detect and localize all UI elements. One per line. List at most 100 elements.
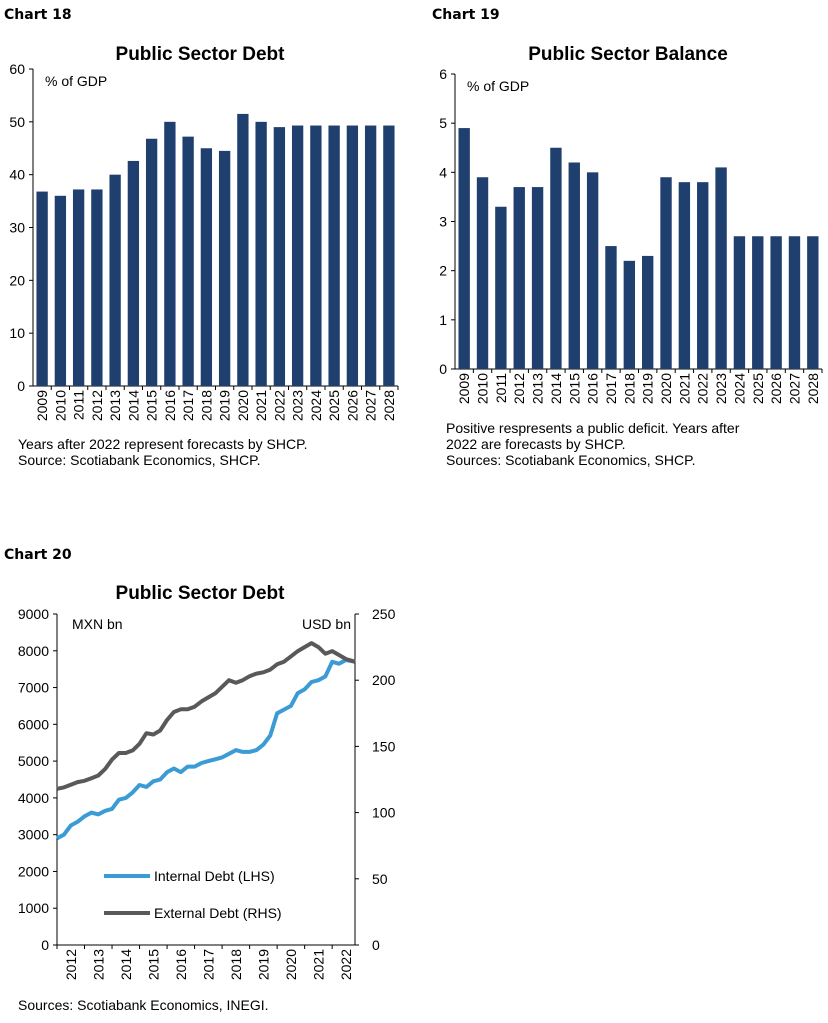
chart19-x-tick-label: 2012 xyxy=(511,373,527,404)
chart20-y-tick-label-right: 50 xyxy=(372,871,388,887)
chart18-x-tick-label: 2017 xyxy=(180,390,196,421)
chart18-y-tick-label: 20 xyxy=(9,272,25,288)
chart18-bar xyxy=(54,195,67,386)
chart19-bar xyxy=(660,177,672,369)
chart19-y-tick-label: 0 xyxy=(439,361,447,377)
chart19-bar xyxy=(568,162,580,369)
chart19-bar xyxy=(458,128,470,369)
chart19-x-tick-label: 2011 xyxy=(493,373,509,403)
chart19-title: Public Sector Balance xyxy=(528,44,728,65)
chart19-bar xyxy=(550,147,562,369)
chart19-x-tick-label: 2018 xyxy=(621,373,637,404)
chart20-ylabel-right: USD bn xyxy=(302,616,351,632)
chart19-x-tick-label: 2021 xyxy=(676,373,692,404)
chart18-x-tick-label: 2026 xyxy=(344,390,360,421)
chart19-x-tick-label: 2017 xyxy=(603,373,619,404)
chart18-bar xyxy=(328,125,340,386)
chart19-bar xyxy=(476,177,489,369)
chart19-bar xyxy=(605,246,617,369)
chart20-y-tick-label-left: 8000 xyxy=(18,643,49,659)
chart20-x-tick-label: 2017 xyxy=(200,949,216,980)
chart18-y-tick-label: 0 xyxy=(17,378,25,394)
chart18-x-tick-label: 2023 xyxy=(290,390,306,421)
chart19-x-tick-label: 2025 xyxy=(750,373,766,404)
chart20-x-tick-label: 2022 xyxy=(338,949,354,980)
chart20-y-tick-label-left: 2000 xyxy=(18,863,49,879)
chart19-x-tick-label: 2016 xyxy=(585,373,601,404)
chart19-x-tick-label: 2023 xyxy=(713,373,729,404)
chart19-bar xyxy=(678,182,691,369)
chart19-x-tick-label: 2010 xyxy=(475,373,491,404)
chart19-bar xyxy=(733,236,746,369)
chart20-x-tick-label: 2019 xyxy=(255,949,271,980)
chart20-y-tick-label-right: 200 xyxy=(372,672,396,688)
chart18-bar xyxy=(91,189,103,386)
chart20-y-tick-label-left: 9000 xyxy=(18,606,49,622)
chart-20-label: Chart 20 xyxy=(4,547,72,563)
chart18-x-tick-label: 2013 xyxy=(107,390,123,421)
chart18-x-tick-label: 2014 xyxy=(125,390,141,421)
chart20-x-tick-label: 2015 xyxy=(145,949,161,980)
chart18-x-tick-label: 2024 xyxy=(308,390,324,421)
chart18-bar xyxy=(346,125,359,386)
chart18-x-tick-label: 2010 xyxy=(52,390,68,421)
chart-18-notes: Years after 2022 represent forecasts by … xyxy=(18,436,308,468)
chart-18-label: Chart 18 xyxy=(4,7,72,23)
chart19-x-tick-label: 2026 xyxy=(768,373,784,404)
chart19-ylabel: % of GDP xyxy=(467,78,529,94)
chart18-x-tick-label: 2022 xyxy=(271,390,287,421)
chart19-bar xyxy=(752,236,764,369)
chart20-title: Public Sector Debt xyxy=(116,583,286,604)
chart18-x-tick-label: 2015 xyxy=(144,390,160,421)
chart18-y-tick-label: 10 xyxy=(9,325,25,341)
chart20-y-tick-label-left: 7000 xyxy=(18,680,49,696)
chart18-bar xyxy=(36,191,48,386)
chart20-x-tick-label: 2021 xyxy=(310,949,326,980)
chart20-ylabel-left: MXN bn xyxy=(72,616,123,632)
chart18-y-tick-label: 50 xyxy=(9,114,25,130)
chart20-y-tick-label-right: 150 xyxy=(372,738,396,754)
chart19-y-tick-label: 2 xyxy=(439,263,447,279)
chart20-x-tick-label: 2013 xyxy=(90,949,106,980)
chart19-bar xyxy=(641,255,654,369)
chart18-bar xyxy=(182,136,194,386)
chart18-bar xyxy=(273,127,286,386)
chart20-y-tick-label-left: 5000 xyxy=(18,753,49,769)
chart19-y-tick-label: 1 xyxy=(439,312,447,328)
chart20-series-line-internal xyxy=(56,658,356,841)
chart20-y-tick-label-right: 250 xyxy=(372,606,396,622)
chart19-y-tick-label: 6 xyxy=(439,66,447,82)
chart19-bar xyxy=(715,167,727,369)
chart18-x-tick-label: 2021 xyxy=(253,390,269,421)
chart19-x-tick-label: 2013 xyxy=(530,373,546,404)
chart18-bar xyxy=(383,125,395,386)
chart19-bar xyxy=(788,236,801,369)
chart20-y-tick-label-left: 0 xyxy=(41,937,49,953)
chart18-x-tick-label: 2019 xyxy=(217,390,233,421)
chart20-y-tick-label-left: 4000 xyxy=(18,790,49,806)
chart19-x-tick-label: 2015 xyxy=(566,373,582,404)
chart18-bar xyxy=(109,174,121,386)
chart18-bar xyxy=(218,150,231,386)
chart19-bar xyxy=(495,206,507,369)
chart18-x-tick-label: 2016 xyxy=(162,390,178,421)
chart18-x-tick-label: 2012 xyxy=(89,390,105,421)
chart20-series-line-external xyxy=(56,641,356,791)
chart19-bar xyxy=(623,260,636,369)
chart18-x-tick-label: 2025 xyxy=(326,390,342,421)
chart18-bar xyxy=(72,189,85,386)
chart18-y-tick-label: 30 xyxy=(9,220,25,236)
chart18-ylabel: % of GDP xyxy=(45,73,107,89)
chart18-bar xyxy=(291,125,304,386)
chart18-bar xyxy=(255,121,267,386)
chart19-x-tick-label: 2020 xyxy=(658,373,674,404)
chart-19-notes: Positive respresents a public deficit. Y… xyxy=(446,420,740,468)
chart18-y-tick-label: 60 xyxy=(9,61,25,77)
chart19-bar xyxy=(770,236,782,369)
chart20-x-tick-label: 2012 xyxy=(63,949,79,980)
chart18-x-tick-label: 2027 xyxy=(363,390,379,421)
chart20-x-tick-label: 2016 xyxy=(173,949,189,980)
chart18-title: Public Sector Debt xyxy=(116,44,286,65)
